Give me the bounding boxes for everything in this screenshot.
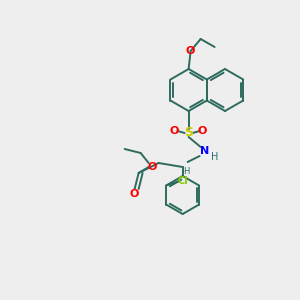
Text: O: O (186, 46, 195, 56)
Text: O: O (130, 189, 139, 199)
Text: N: N (200, 146, 209, 156)
Text: O: O (148, 162, 157, 172)
Text: S: S (184, 127, 193, 140)
Text: O: O (198, 126, 207, 136)
Text: O: O (170, 126, 179, 136)
Text: H: H (211, 152, 218, 162)
Text: H: H (183, 167, 190, 176)
Text: Cl: Cl (178, 176, 188, 187)
